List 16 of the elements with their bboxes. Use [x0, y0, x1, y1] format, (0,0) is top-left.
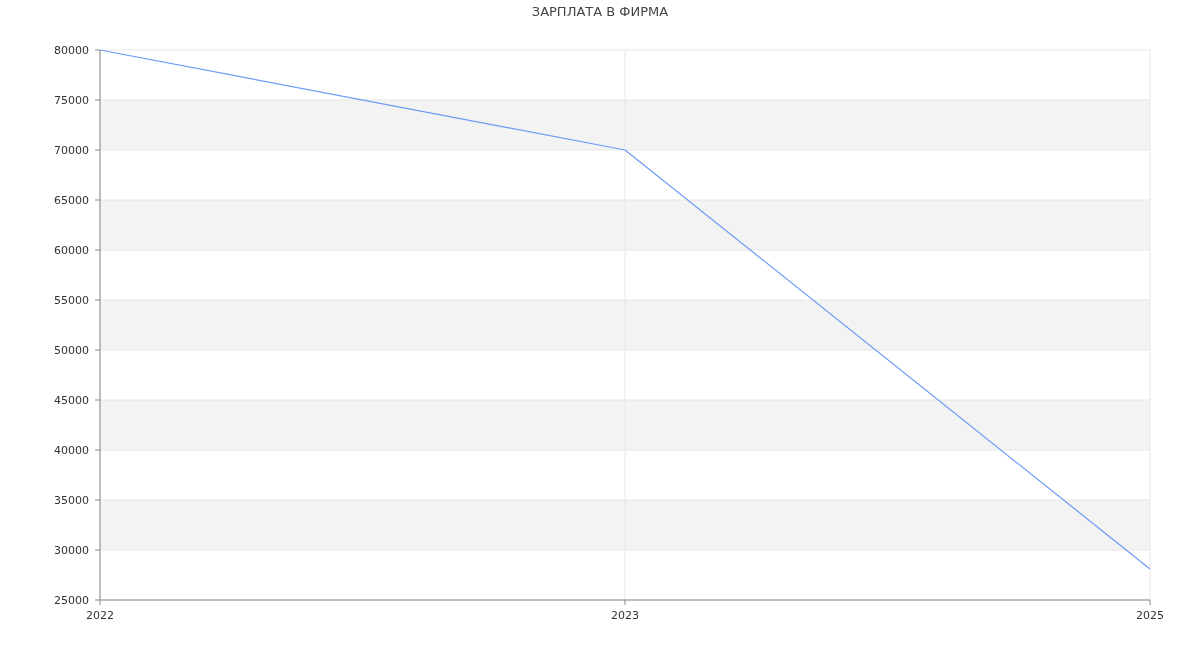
y-tick-label: 75000 — [54, 93, 89, 107]
y-tick-label: 55000 — [54, 293, 89, 307]
y-tick-label: 40000 — [54, 443, 89, 457]
y-tick-label: 80000 — [54, 43, 89, 57]
y-tick-label: 30000 — [54, 543, 89, 557]
y-tick-label: 70000 — [54, 143, 89, 157]
y-tick-label: 65000 — [54, 193, 89, 207]
y-tick-label: 60000 — [54, 243, 89, 257]
y-tick-label: 35000 — [54, 493, 89, 507]
y-tick-label: 45000 — [54, 393, 89, 407]
x-tick-label: 2022 — [86, 609, 114, 622]
x-tick-label: 2023 — [611, 609, 639, 622]
x-tick-label: 2025 — [1136, 609, 1164, 622]
y-tick-label: 25000 — [54, 593, 89, 607]
chart-title: ЗАРПЛАТА В ФИРМА — [531, 4, 669, 19]
y-tick-label: 50000 — [54, 343, 89, 357]
